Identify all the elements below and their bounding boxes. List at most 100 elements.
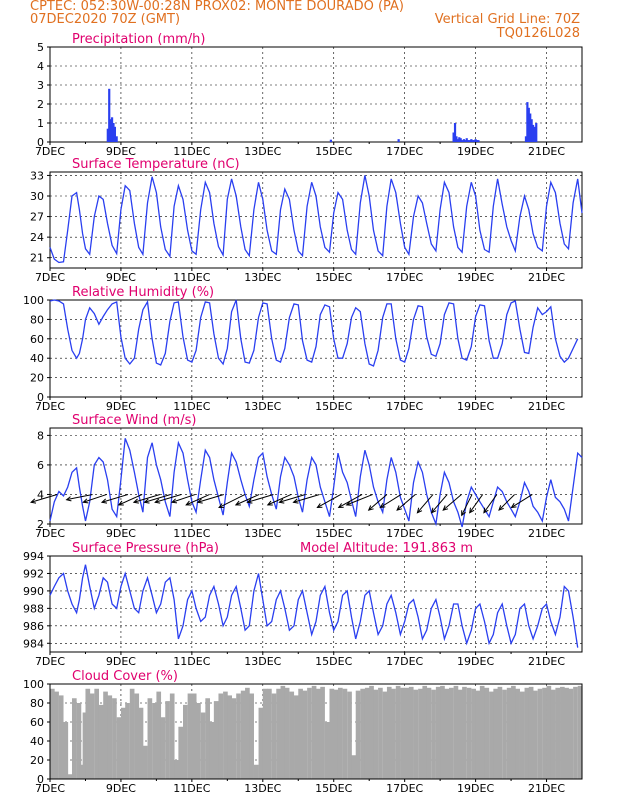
x-tick-label: 9DEC bbox=[106, 400, 136, 413]
cloud-cover-bar bbox=[156, 691, 162, 779]
cloud-cover-bar bbox=[187, 693, 193, 779]
cloud-cover-bar bbox=[457, 689, 463, 779]
x-tick-label: 13DEC bbox=[244, 527, 281, 540]
wind-arrow bbox=[483, 494, 498, 513]
wind-arrowhead bbox=[30, 498, 37, 504]
precip-bar bbox=[115, 136, 118, 142]
cloud-cover-bar bbox=[511, 685, 516, 779]
cloud-cover-bar bbox=[475, 690, 481, 779]
cloud-cover-bar bbox=[449, 687, 454, 779]
x-tick-label: 7DEC bbox=[35, 400, 65, 413]
wind-arrow bbox=[197, 493, 224, 503]
x-tick-label: 19DEC bbox=[457, 655, 494, 668]
wind-arrowhead bbox=[82, 498, 89, 504]
model-altitude-label: Model Altitude: 191.863 m bbox=[300, 541, 473, 556]
y-tick-label: 984 bbox=[23, 637, 44, 650]
x-tick-label: 21DEC bbox=[528, 782, 565, 795]
x-tick-label: 17DEC bbox=[386, 145, 423, 158]
x-tick-label: 9DEC bbox=[106, 527, 136, 540]
cloud-cover-bar bbox=[422, 685, 428, 779]
cloud-cover-bar bbox=[183, 704, 188, 779]
cloud-cover-bar bbox=[431, 689, 436, 779]
y-tick-label: 20 bbox=[30, 754, 44, 767]
cloud-cover-bar bbox=[223, 691, 228, 779]
cloud-cover-bar bbox=[147, 698, 153, 779]
y-tick-label: 24 bbox=[30, 231, 44, 244]
temp-series-line bbox=[49, 175, 583, 264]
x-tick-label: 15DEC bbox=[315, 145, 352, 158]
wind-arrowhead bbox=[132, 498, 139, 504]
cloud-cover-bar bbox=[519, 691, 525, 779]
panel-frame bbox=[49, 299, 583, 398]
x-tick-label: 21DEC bbox=[528, 400, 565, 413]
wind-arrow bbox=[469, 494, 484, 513]
cloud-cover-bar bbox=[408, 686, 414, 779]
cloud-cover-bar bbox=[351, 755, 357, 779]
precip-bar bbox=[329, 139, 332, 142]
cloud-cover-bar bbox=[112, 698, 117, 779]
wind-arrowhead bbox=[461, 510, 466, 517]
cloud-cover-bar bbox=[227, 695, 232, 779]
cloud-cover-bar bbox=[289, 691, 295, 779]
cloud-cover-bar bbox=[138, 707, 144, 779]
cloud-cover-bar bbox=[262, 688, 268, 779]
x-tick-label: 17DEC bbox=[386, 655, 423, 668]
cloud-cover-bar bbox=[386, 686, 392, 779]
cloud-cover-bar bbox=[174, 760, 179, 779]
cloud-cover-bar bbox=[245, 687, 250, 779]
wind-arrow bbox=[235, 494, 260, 506]
wind-arrow bbox=[346, 493, 373, 506]
cloud-cover-bar bbox=[205, 698, 211, 779]
x-tick-label: 13DEC bbox=[244, 782, 281, 795]
y-tick-label: 20 bbox=[30, 372, 44, 385]
cloud-cover-bar bbox=[537, 688, 543, 779]
cloud-cover-bar bbox=[134, 693, 140, 779]
rh-series-line bbox=[49, 299, 579, 367]
cloud-cover-bar bbox=[524, 687, 530, 779]
x-tick-label: 7DEC bbox=[35, 271, 65, 284]
x-tick-label: 17DEC bbox=[386, 400, 423, 413]
precip-bar bbox=[458, 137, 461, 142]
wind-arrow bbox=[101, 493, 129, 503]
wind-arrow bbox=[417, 494, 434, 513]
wind-arrowhead bbox=[367, 505, 374, 511]
panel-title: Relative Humidity (%) bbox=[72, 285, 214, 300]
cloud-cover-bar bbox=[294, 695, 299, 779]
cloud-cover-bar bbox=[249, 693, 254, 779]
x-tick-label: 11DEC bbox=[173, 527, 210, 540]
cloud-cover-bar bbox=[444, 688, 450, 779]
panel-title: Surface Temperature (nC) bbox=[72, 157, 240, 172]
precip-bar bbox=[526, 102, 529, 142]
cloud-cover-bar bbox=[191, 693, 197, 779]
wind-arrow bbox=[155, 493, 182, 503]
panel-frame-top bbox=[49, 683, 583, 780]
panel-frame bbox=[49, 427, 583, 525]
wind-arrowhead bbox=[100, 498, 108, 504]
x-tick-label: 11DEC bbox=[173, 145, 210, 158]
station-header-line: CPTEC: 052:30W-00:28N PROX02: MONTE DOUR… bbox=[30, 0, 405, 14]
precip-bar bbox=[533, 126, 536, 142]
wind-arrow bbox=[293, 493, 320, 503]
wind-arrow bbox=[118, 494, 143, 506]
x-tick-label: 7DEC bbox=[35, 145, 65, 158]
cloud-cover-bar bbox=[152, 703, 157, 779]
model-id-label: TQ0126L028 bbox=[496, 26, 580, 41]
cloud-cover-bar bbox=[462, 686, 467, 779]
cloud-cover-bar bbox=[200, 712, 206, 779]
cloud-cover-bar bbox=[311, 685, 317, 779]
precip-bar bbox=[110, 117, 114, 142]
wind-arrowhead bbox=[345, 500, 352, 506]
panel-wind: 2 4 6 8 7DEC 9DEC 11DEC 13DEC 15DEC 17DEC 19DEC 21D… bbox=[30, 413, 583, 540]
x-tick-label: 15DEC bbox=[315, 527, 352, 540]
cloud-cover-bar bbox=[515, 688, 520, 779]
cloud-cover-bar bbox=[76, 703, 82, 779]
cloud-cover-bar bbox=[82, 712, 88, 779]
cloud-cover-bar bbox=[413, 689, 419, 779]
precip-bar bbox=[474, 139, 477, 142]
y-tick-label: 8 bbox=[37, 429, 44, 442]
wind-arrow bbox=[83, 493, 107, 503]
precip-bar bbox=[473, 140, 476, 142]
cloud-cover-bar bbox=[142, 745, 148, 779]
cloud-cover-bar bbox=[169, 693, 175, 779]
cloud-cover-bar bbox=[395, 685, 401, 779]
